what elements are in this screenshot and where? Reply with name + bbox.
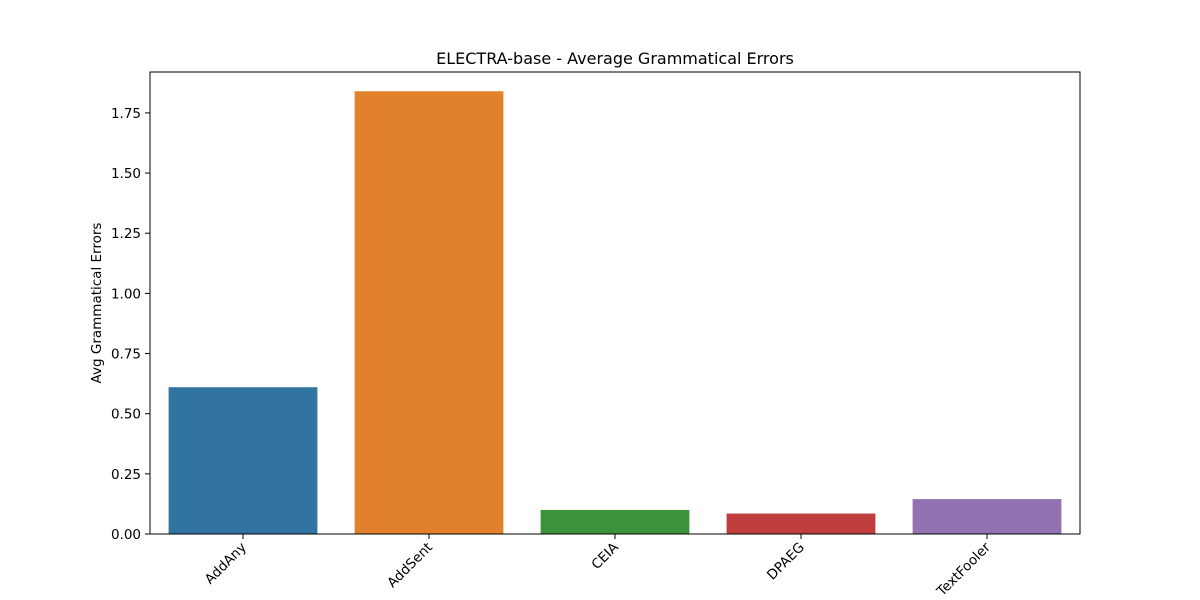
y-tick-label: 1.25	[111, 226, 141, 242]
bar-textfooler	[912, 499, 1062, 534]
x-tick-label: AddAny	[202, 540, 250, 588]
y-tick-label: 0.25	[111, 467, 141, 483]
y-tick-label: 0.00	[111, 527, 141, 543]
plot-frame	[149, 71, 1081, 535]
y-tick-label: 1.75	[111, 106, 141, 122]
y-tick-label: 0.75	[111, 347, 141, 363]
x-tick-label: TextFooler	[933, 539, 994, 600]
x-axis: AddAny AddSent CEIA DPAEG TextFooler	[202, 534, 994, 600]
y-tick-label: 1.00	[111, 286, 141, 302]
bars-group	[168, 91, 1062, 534]
x-tick-label: DPAEG	[764, 540, 808, 584]
y-tick-label: 1.50	[111, 166, 141, 182]
chart-title: ELECTRA-base - Average Grammatical Error…	[436, 49, 794, 68]
bar-ceia	[540, 509, 690, 534]
y-tick-label: 0.50	[111, 407, 141, 423]
y-axis-label: Avg Grammatical Errors	[89, 223, 105, 384]
x-tick-label: CEIA	[588, 539, 622, 573]
x-tick-label: AddSent	[384, 540, 436, 592]
bar-addsent	[354, 91, 504, 534]
bar-dpaeg	[726, 513, 876, 534]
bar-addany	[168, 387, 318, 534]
y-axis: 0.00 0.25 0.50 0.75 1.00 1.25 1.50 1.75	[111, 106, 150, 543]
